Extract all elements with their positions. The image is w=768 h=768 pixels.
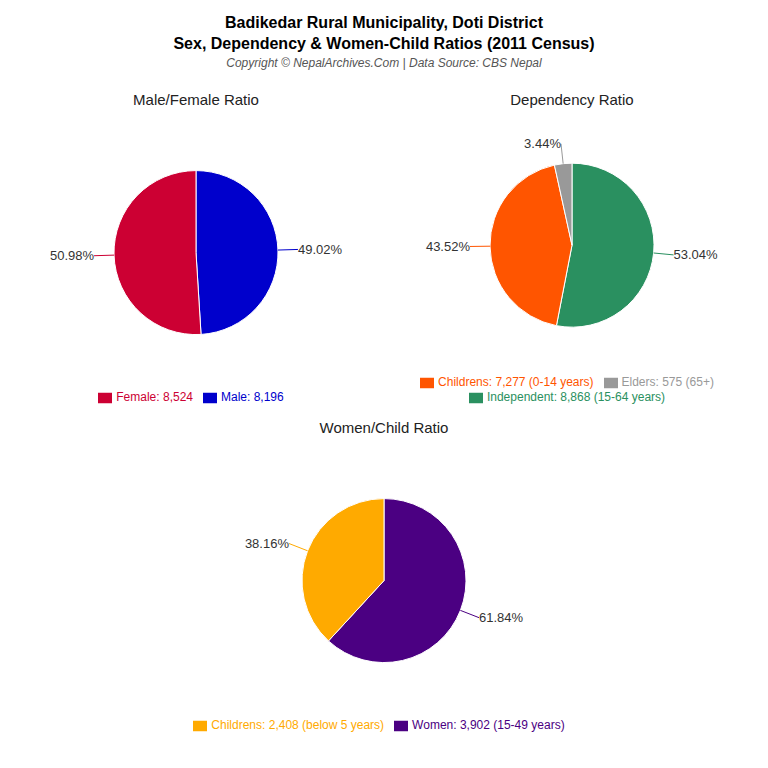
html-text:Childrens: 7,277 (0-14 years): Childrens: 7,277 (0-14 years) [438,375,594,390]
html-text:Dependency Ratio: Dependency Ratio [510,91,634,108]
html-text:Sex, Dependency & Women-Child: Sex, Dependency & Women-Child Ratios (20… [173,35,595,52]
svg-text:3.44%: 3.44% [524,136,561,151]
html-text:Childrens: 2,408 (below 5 year: Childrens: 2,408 (below 5 years) [211,718,385,733]
svg-text:61.84%: 61.84% [479,610,524,625]
html-text:Independent: 8,868 (15-64 year: Independent: 8,868 (15-64 years) [486,390,666,405]
svg-text:49.02%: 49.02% [298,242,343,257]
svg-text:38.16%: 38.16% [245,536,290,551]
html-text:Female: 8,524: Female: 8,524 [116,390,193,405]
html-text:Male/Female Ratio: Male/Female Ratio [133,91,259,108]
html-text:Copyright © NepalArchives.Com: Copyright © NepalArchives.Com | Data Sou… [226,56,542,70]
html-text:Male: 8,196: Male: 8,196 [221,390,284,405]
html-text:Badikedar Rural Municipality,: Badikedar Rural Municipality, Doti Distr… [225,14,543,31]
html-text:Women: 3,902 (15-49 years): Women: 3,902 (15-49 years) [412,718,565,733]
svg-text:53.04%: 53.04% [674,247,719,262]
svg-text:50.98%: 50.98% [50,248,95,263]
html-text:Elders: 575 (65+): Elders: 575 (65+) [621,375,714,390]
html-text:Women/Child Ratio: Women/Child Ratio [319,419,449,436]
svg-text:43.52%: 43.52% [426,239,471,254]
